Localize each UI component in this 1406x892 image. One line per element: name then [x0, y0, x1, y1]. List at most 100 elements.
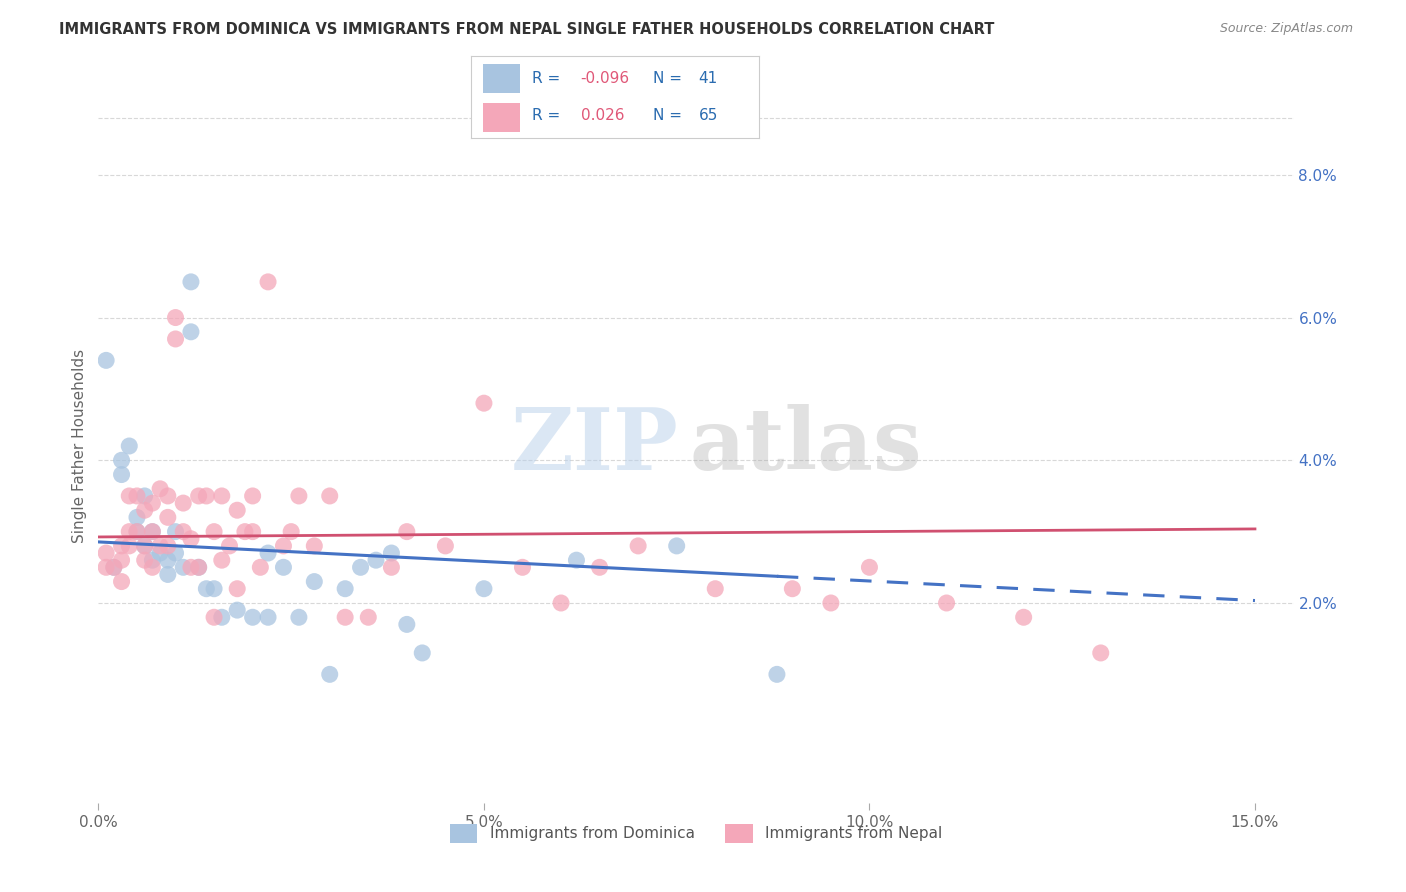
Point — [226, 603, 249, 617]
Point — [242, 610, 264, 624]
Point — [110, 453, 132, 467]
Point — [319, 667, 342, 681]
Point — [211, 489, 233, 503]
Point — [411, 646, 433, 660]
Point — [935, 596, 957, 610]
Point — [118, 524, 141, 539]
Point — [319, 489, 342, 503]
Text: N =: N = — [652, 71, 682, 87]
Point — [249, 560, 271, 574]
Point — [357, 610, 380, 624]
Point — [472, 396, 495, 410]
Point — [110, 574, 132, 589]
Point — [110, 467, 132, 482]
Point — [125, 489, 148, 503]
Point — [180, 532, 202, 546]
Point — [665, 539, 688, 553]
Point — [380, 560, 402, 574]
Point — [103, 560, 125, 574]
Point — [218, 539, 240, 553]
Point — [172, 560, 194, 574]
Point — [766, 667, 789, 681]
Text: -0.096: -0.096 — [581, 71, 630, 87]
Point — [118, 539, 141, 553]
Point — [165, 524, 187, 539]
Point — [472, 582, 495, 596]
Point — [165, 546, 187, 560]
Point — [125, 524, 148, 539]
Text: 65: 65 — [699, 108, 718, 123]
Point — [156, 539, 179, 553]
Point — [858, 560, 880, 574]
Point — [242, 524, 264, 539]
Point — [172, 524, 194, 539]
Point — [202, 524, 225, 539]
Point — [257, 275, 280, 289]
Point — [349, 560, 371, 574]
Point — [134, 503, 156, 517]
Point — [211, 553, 233, 567]
Point — [588, 560, 610, 574]
Point — [149, 482, 172, 496]
Point — [149, 539, 172, 553]
Point — [125, 524, 148, 539]
Point — [180, 275, 202, 289]
Point — [226, 503, 249, 517]
Point — [125, 510, 148, 524]
Bar — [482, 64, 520, 93]
Point — [165, 310, 187, 325]
Text: 0.026: 0.026 — [581, 108, 624, 123]
Point — [172, 496, 194, 510]
Point — [627, 539, 650, 553]
Point — [156, 567, 179, 582]
Point — [273, 560, 295, 574]
Text: 41: 41 — [699, 71, 718, 87]
Point — [141, 524, 163, 539]
Point — [550, 596, 572, 610]
Point — [280, 524, 302, 539]
Point — [288, 489, 311, 503]
Text: N =: N = — [652, 108, 682, 123]
Point — [226, 582, 249, 596]
Point — [110, 553, 132, 567]
Point — [1090, 646, 1112, 660]
Point — [187, 560, 209, 574]
Point — [333, 582, 356, 596]
Point — [149, 546, 172, 560]
Point — [333, 610, 356, 624]
Legend: Immigrants from Dominica, Immigrants from Nepal: Immigrants from Dominica, Immigrants fro… — [444, 818, 948, 848]
Point — [273, 539, 295, 553]
Text: R =: R = — [531, 108, 560, 123]
Text: ZIP: ZIP — [510, 404, 678, 488]
Text: R =: R = — [531, 71, 560, 87]
Point — [118, 439, 141, 453]
Text: Source: ZipAtlas.com: Source: ZipAtlas.com — [1219, 22, 1353, 36]
Point — [141, 553, 163, 567]
Point — [195, 582, 218, 596]
Point — [134, 553, 156, 567]
Text: IMMIGRANTS FROM DOMINICA VS IMMIGRANTS FROM NEPAL SINGLE FATHER HOUSEHOLDS CORRE: IMMIGRANTS FROM DOMINICA VS IMMIGRANTS F… — [59, 22, 994, 37]
Point — [395, 524, 418, 539]
Point — [134, 539, 156, 553]
Point — [233, 524, 256, 539]
Point — [134, 489, 156, 503]
Point — [242, 489, 264, 503]
Point — [94, 546, 117, 560]
Point — [304, 539, 326, 553]
Point — [141, 524, 163, 539]
Point — [380, 546, 402, 560]
Point — [195, 489, 218, 503]
Point — [202, 582, 225, 596]
Point — [118, 489, 141, 503]
Point — [156, 489, 179, 503]
Point — [94, 353, 117, 368]
Point — [103, 560, 125, 574]
Point — [257, 610, 280, 624]
Point — [156, 510, 179, 524]
Point — [565, 553, 588, 567]
Point — [187, 560, 209, 574]
Point — [156, 553, 179, 567]
Point — [820, 596, 842, 610]
Point — [782, 582, 804, 596]
Point — [288, 610, 311, 624]
